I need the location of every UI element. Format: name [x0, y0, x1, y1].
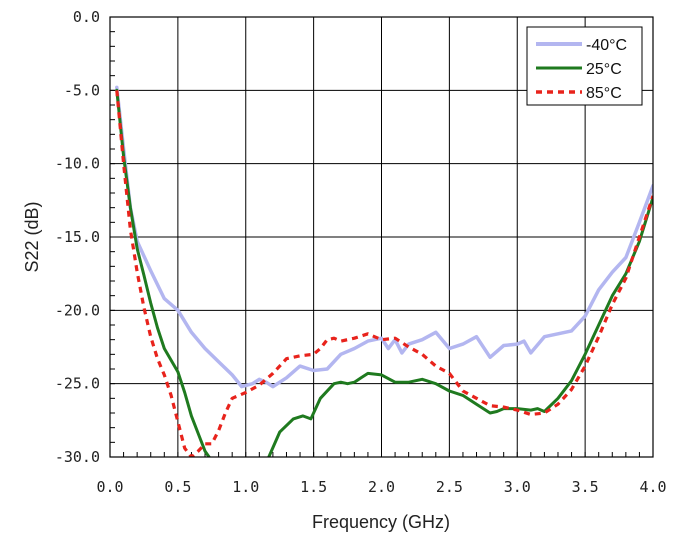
y-tick-label: -10.0: [55, 155, 100, 173]
y-tick-labels: 0.0 -5.0 -10.0 -15.0 -20.0 -25.0 -30.0: [55, 8, 100, 466]
series-layer: [115, 85, 653, 457]
series-line-3: [115, 90, 653, 457]
series-line-1: [115, 88, 211, 457]
x-axis-title: Frequency (GHz): [312, 512, 450, 532]
y-tick-label: -15.0: [55, 228, 100, 246]
x-tick-label: 1.5: [300, 478, 327, 496]
series-line-0: [115, 85, 653, 389]
y-tick-label: -20.0: [55, 301, 100, 319]
plot-frame: [109, 16, 654, 458]
x-tick-label: 0.5: [164, 478, 191, 496]
x-tick-label: 2.0: [368, 478, 395, 496]
x-tick-label: 1.0: [232, 478, 259, 496]
y-tick-label: -5.0: [64, 81, 100, 99]
series-line-2: [267, 195, 653, 457]
y-tick-label: -30.0: [55, 448, 100, 466]
legend-label-minus40: -40°C: [586, 37, 627, 54]
x-tick-label: 4.0: [639, 478, 666, 496]
y-axis-title: S22 (dB): [22, 201, 42, 272]
y-tick-label: -25.0: [55, 375, 100, 393]
legend-label-85: 85°C: [586, 85, 622, 102]
x-tick-label: 2.5: [436, 478, 463, 496]
x-tick-labels: 0.0 0.5 1.0 1.5 2.0 2.5 3.0 3.5 4.0: [96, 478, 666, 496]
legend-label-25: 25°C: [586, 61, 622, 78]
x-tick-label: 0.0: [96, 478, 123, 496]
legend-box: [526, 26, 643, 106]
legend: -40°C 25°C 85°C: [526, 26, 643, 106]
x-tick-label: 3.0: [504, 478, 531, 496]
x-tick-label: 3.5: [572, 478, 599, 496]
y-tick-label: 0.0: [73, 8, 100, 26]
